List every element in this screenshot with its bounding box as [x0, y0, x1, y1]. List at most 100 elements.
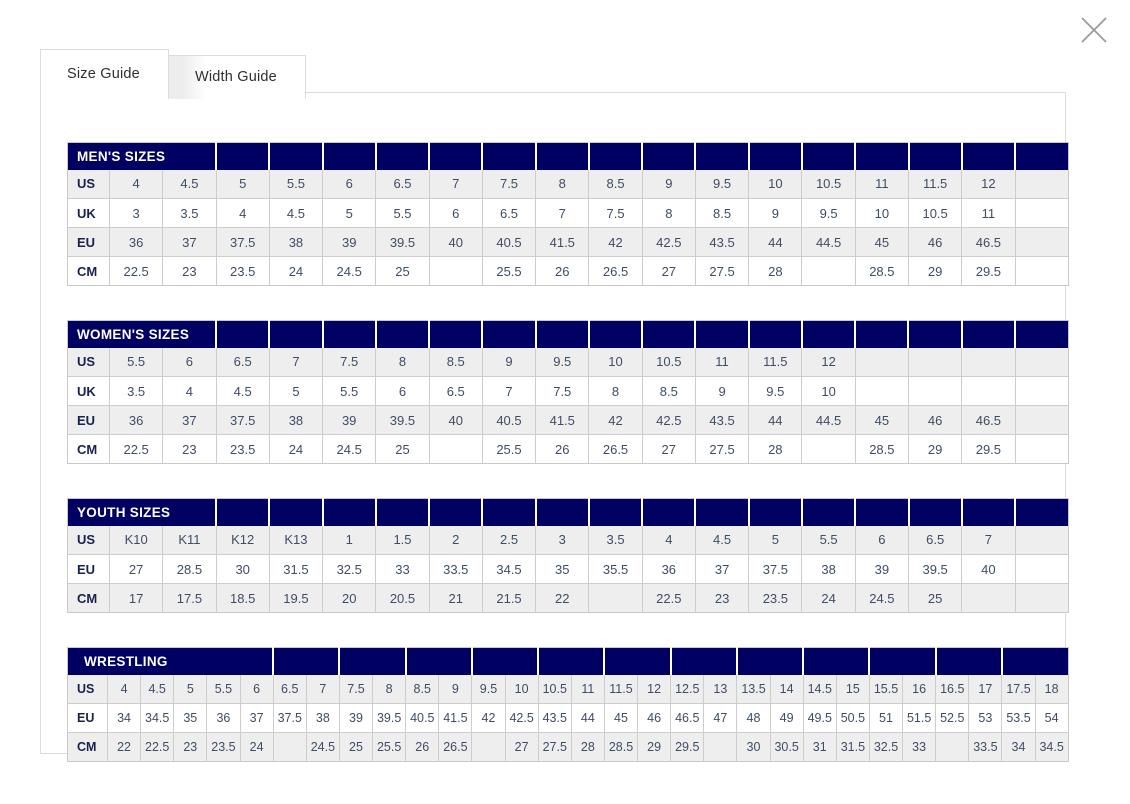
size-cell	[1015, 583, 1069, 613]
size-cell: 38	[306, 703, 340, 733]
size-cell: 30.5	[770, 732, 804, 762]
size-cell: 46	[908, 227, 963, 257]
size-cell: 9.5	[535, 347, 590, 377]
size-cell: 4.5	[216, 376, 270, 406]
size-cell: 10	[801, 376, 856, 406]
size-cell: 3.5	[109, 376, 164, 406]
size-cell	[801, 256, 856, 286]
table-header-cell	[339, 647, 407, 675]
size-cell: 25	[908, 583, 963, 613]
table-header-cell	[535, 320, 590, 348]
size-cell: 5	[216, 169, 270, 199]
size-table-youth-sizes: YOUTH SIZES US K10 K11 K12 K13 1 1.5 2 2.5 3 3.5 4 4.…	[67, 498, 1069, 613]
size-cell: 8	[535, 169, 590, 199]
size-cell: 7.5	[482, 169, 537, 199]
size-cell: 22.5	[109, 434, 164, 464]
size-cell: 6.5	[273, 674, 307, 704]
table-header-cell	[588, 142, 644, 170]
tab-size-guide[interactable]: Size Guide	[40, 49, 169, 99]
row-label-eu: EU	[67, 703, 108, 733]
size-cell: 37	[162, 227, 217, 257]
size-cell: 46.5	[670, 703, 705, 733]
table-header-cell	[216, 320, 271, 348]
size-cell: 7.5	[322, 347, 377, 377]
size-cell: 25	[339, 732, 374, 762]
table-row: EU 34 34.5 35 36 37 37.5 38 39 39.5 40.5 41.5 42 42.5…	[67, 703, 1069, 733]
tab-width-guide-label: Width Guide	[194, 69, 277, 86]
tab-width-guide[interactable]: Width Guide	[167, 55, 306, 99]
size-cell: 22.5	[109, 256, 164, 286]
size-cell	[935, 732, 970, 762]
size-cell: 36	[109, 227, 164, 257]
size-cell: 35	[173, 703, 208, 733]
size-cell: 34	[107, 703, 142, 733]
table-header-cell	[405, 647, 473, 675]
size-cell	[1015, 198, 1069, 228]
size-cell: 41.5	[535, 227, 590, 257]
size-cell: K12	[216, 525, 270, 555]
size-cell: 4	[107, 674, 142, 704]
size-cell: 23	[162, 256, 217, 286]
size-tables-container: MEN'S SIZES US 4 4.5 5 5.5 6 6.5 7 7.5 8 8.5 9 9.5 10 1…	[67, 142, 1069, 762]
size-cell: 43.5	[538, 703, 572, 733]
size-cell: 25.5	[372, 732, 407, 762]
table-header-cell	[269, 320, 324, 348]
size-cell: 53.5	[1001, 703, 1036, 733]
size-cell: 8.5	[642, 376, 696, 406]
size-cell: 37	[240, 703, 274, 733]
table-header-cell	[269, 498, 324, 526]
row-label-uk: UK	[67, 198, 110, 228]
size-cell: 9	[438, 674, 473, 704]
size-cell: 10.5	[801, 169, 856, 199]
size-cell: 4	[642, 525, 696, 555]
table-header-cell	[695, 142, 750, 170]
close-dialog-button[interactable]	[1072, 8, 1116, 52]
size-cell: 4	[109, 169, 164, 199]
table-header-cell	[1015, 498, 1069, 526]
size-cell: 24	[801, 583, 856, 613]
size-cell: 28	[748, 256, 803, 286]
size-cell: 24.5	[322, 256, 377, 286]
table-header-cell	[429, 498, 484, 526]
size-cell: 16.5	[935, 674, 970, 704]
size-cell: 29.5	[961, 434, 1016, 464]
size-cell: 3	[109, 198, 164, 228]
size-cell: 10	[588, 347, 643, 377]
size-cell: 34.5	[482, 554, 537, 584]
size-cell: 34.5	[140, 703, 175, 733]
size-cell: 1.5	[375, 525, 430, 555]
size-table-womens-sizes: WOMEN'S SIZES US 5.5 6 6.5 7 7.5 8 8.5 9 9.5 10 10.5…	[67, 320, 1069, 464]
row-label-cm: CM	[67, 256, 110, 286]
size-cell: 39.5	[375, 227, 430, 257]
size-cell: K10	[109, 525, 164, 555]
size-cell: 25.5	[482, 434, 537, 464]
size-cell: 7.5	[339, 674, 374, 704]
size-cell: 6	[162, 347, 217, 377]
size-cell: 10	[505, 674, 539, 704]
table-header-cell	[322, 320, 377, 348]
size-cell: 6.5	[429, 376, 483, 406]
size-cell	[429, 256, 483, 286]
size-cell	[703, 732, 738, 762]
size-cell: 34.5	[1035, 732, 1069, 762]
table-header-cell	[908, 142, 963, 170]
size-cell: 21.5	[482, 583, 537, 613]
table-header-cell	[482, 498, 537, 526]
size-cell: 46.5	[961, 405, 1016, 435]
size-cell: 36	[642, 554, 696, 584]
size-cell: 10	[855, 198, 910, 228]
size-cell: 21	[429, 583, 483, 613]
size-cell: 24	[269, 434, 324, 464]
size-cell: 18.5	[216, 583, 270, 613]
size-cell: 14.5	[803, 674, 837, 704]
size-cell: 6.5	[216, 347, 270, 377]
size-cell: 10.5	[908, 198, 963, 228]
table-header-cell	[375, 498, 431, 526]
size-cell: 5.5	[322, 376, 377, 406]
size-cell	[1015, 376, 1069, 406]
size-cell: 22	[535, 583, 590, 613]
size-cell: 37.5	[273, 703, 307, 733]
size-cell: 17	[968, 674, 1003, 704]
size-cell: 8.5	[588, 169, 643, 199]
table-row: US 4 4.5 5 5.5 6 6.5 7 7.5 8 8.5 9 9.5 10 10.5 11 11.5 12…	[67, 674, 1069, 704]
